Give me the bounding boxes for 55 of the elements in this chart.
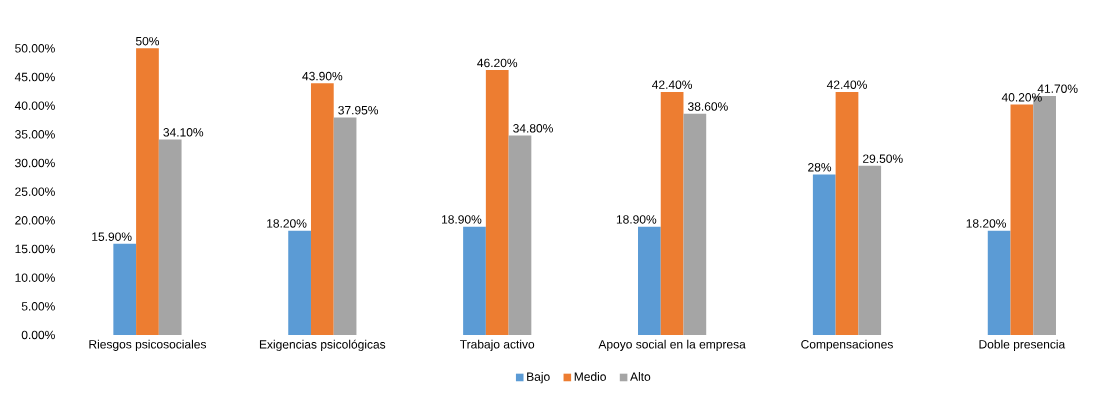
data-label: 40.20%: [1001, 93, 1042, 102]
x-tick-label: Trabajo activo: [460, 339, 535, 351]
bar: [812, 174, 836, 335]
data-label: 46.20%: [477, 58, 518, 68]
bar: [638, 226, 661, 335]
y-tick-label: 50.00%: [15, 44, 55, 53]
y-tick-label: 20.00%: [15, 216, 55, 225]
legend-label: Alto: [630, 372, 651, 381]
data-label: 18.90%: [442, 215, 482, 224]
data-label: 38.60%: [688, 102, 728, 111]
legend-label: Bajo: [527, 372, 550, 384]
y-tick-label: 5.00%: [21, 302, 55, 311]
data-label: 37.95%: [338, 105, 379, 115]
data-label: 18.20%: [267, 219, 307, 228]
data-label: 29.50%: [863, 154, 903, 163]
bar: [508, 135, 532, 335]
data-label: 15.90%: [92, 232, 132, 241]
bar: [1010, 104, 1034, 335]
bar: [987, 230, 1011, 335]
data-label: 34.10%: [163, 128, 204, 137]
legend-label: Medio: [574, 372, 606, 381]
bar: [485, 70, 509, 335]
data-label: 18.90%: [616, 215, 657, 224]
data-label: 41.70%: [1037, 84, 1078, 93]
y-tick-label: 10.00%: [15, 273, 55, 282]
x-tick-label: Riesgos psicosociales: [89, 339, 207, 351]
y-tick-label: 40.00%: [14, 101, 55, 110]
bar: [683, 113, 707, 335]
bar: [463, 226, 486, 335]
data-label: 42.40%: [652, 80, 693, 89]
bar: [136, 48, 159, 335]
data-label: 34.80%: [513, 124, 553, 133]
data-label: 42.40%: [826, 80, 867, 89]
y-tick-label: 15.00%: [15, 244, 55, 254]
bar: [858, 165, 882, 335]
data-label: 18.20%: [966, 219, 1007, 228]
x-tick-label: Apoyo social en la empresa: [598, 339, 746, 351]
bar: [835, 91, 859, 335]
bar: [310, 83, 334, 335]
bar: [113, 243, 137, 335]
y-tick-label: 30.00%: [15, 158, 55, 168]
bar: [288, 230, 311, 335]
bar: [660, 91, 684, 335]
data-label: 43.90%: [302, 71, 343, 81]
x-tick-label: Doble presencia: [979, 339, 1066, 351]
x-tick-label: Compensaciones: [801, 339, 893, 351]
y-tick-label: 35.00%: [15, 130, 55, 139]
data-label: 50%: [135, 36, 160, 46]
data-label: 28%: [808, 163, 832, 172]
y-tick-label: 0.00%: [21, 330, 55, 340]
y-tick-label: 25.00%: [15, 187, 55, 196]
bar: [333, 117, 357, 335]
bar: [158, 139, 182, 335]
x-tick-label: Exigencias psicológicas: [259, 339, 386, 352]
y-tick-label: 45.00%: [14, 72, 55, 82]
